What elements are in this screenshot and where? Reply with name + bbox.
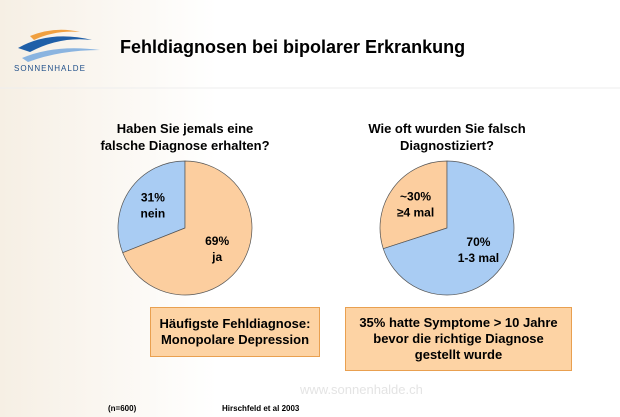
pie-slice <box>117 160 186 254</box>
logo-swoosh <box>18 36 92 52</box>
slide-title: Fehldiagnosen bei bipolarer Erkrankung <box>120 37 466 57</box>
note-box: 35% hatte Symptome > 10 Jahre bevor die … <box>345 307 572 371</box>
website: www.sonnenhalde.ch <box>300 382 423 397</box>
logo-swoosh <box>30 29 80 40</box>
slice-category-label: nein <box>141 206 166 220</box>
pie-title: Wie oft wurden Sie falsch Diagnostiziert… <box>368 121 526 153</box>
footnote: (n=600) <box>108 404 137 413</box>
slice-value-label: 70% <box>466 235 490 249</box>
pie-slice <box>122 160 253 296</box>
slice-value-label: ~30% <box>400 189 431 203</box>
slice-value-label: 31% <box>141 190 165 204</box>
slice-value-label: 69% <box>205 234 229 248</box>
logo-text: SONNENHALDE <box>14 64 86 73</box>
pie-slice <box>382 160 515 296</box>
note-box: Häufigste Fehldiagnose: Monopolare Depre… <box>150 307 320 357</box>
slice-category-label: ≥4 mal <box>397 205 434 219</box>
slice-category-label: 1-3 mal <box>458 251 499 265</box>
pie-title: Haben Sie jemals eine falsche Diagnose e… <box>100 121 270 153</box>
logo-swoosh <box>22 48 100 62</box>
slice-category-label: ja <box>211 250 222 264</box>
footnote: Hirschfeld et al 2003 <box>222 404 300 413</box>
pie-slice <box>379 160 448 250</box>
